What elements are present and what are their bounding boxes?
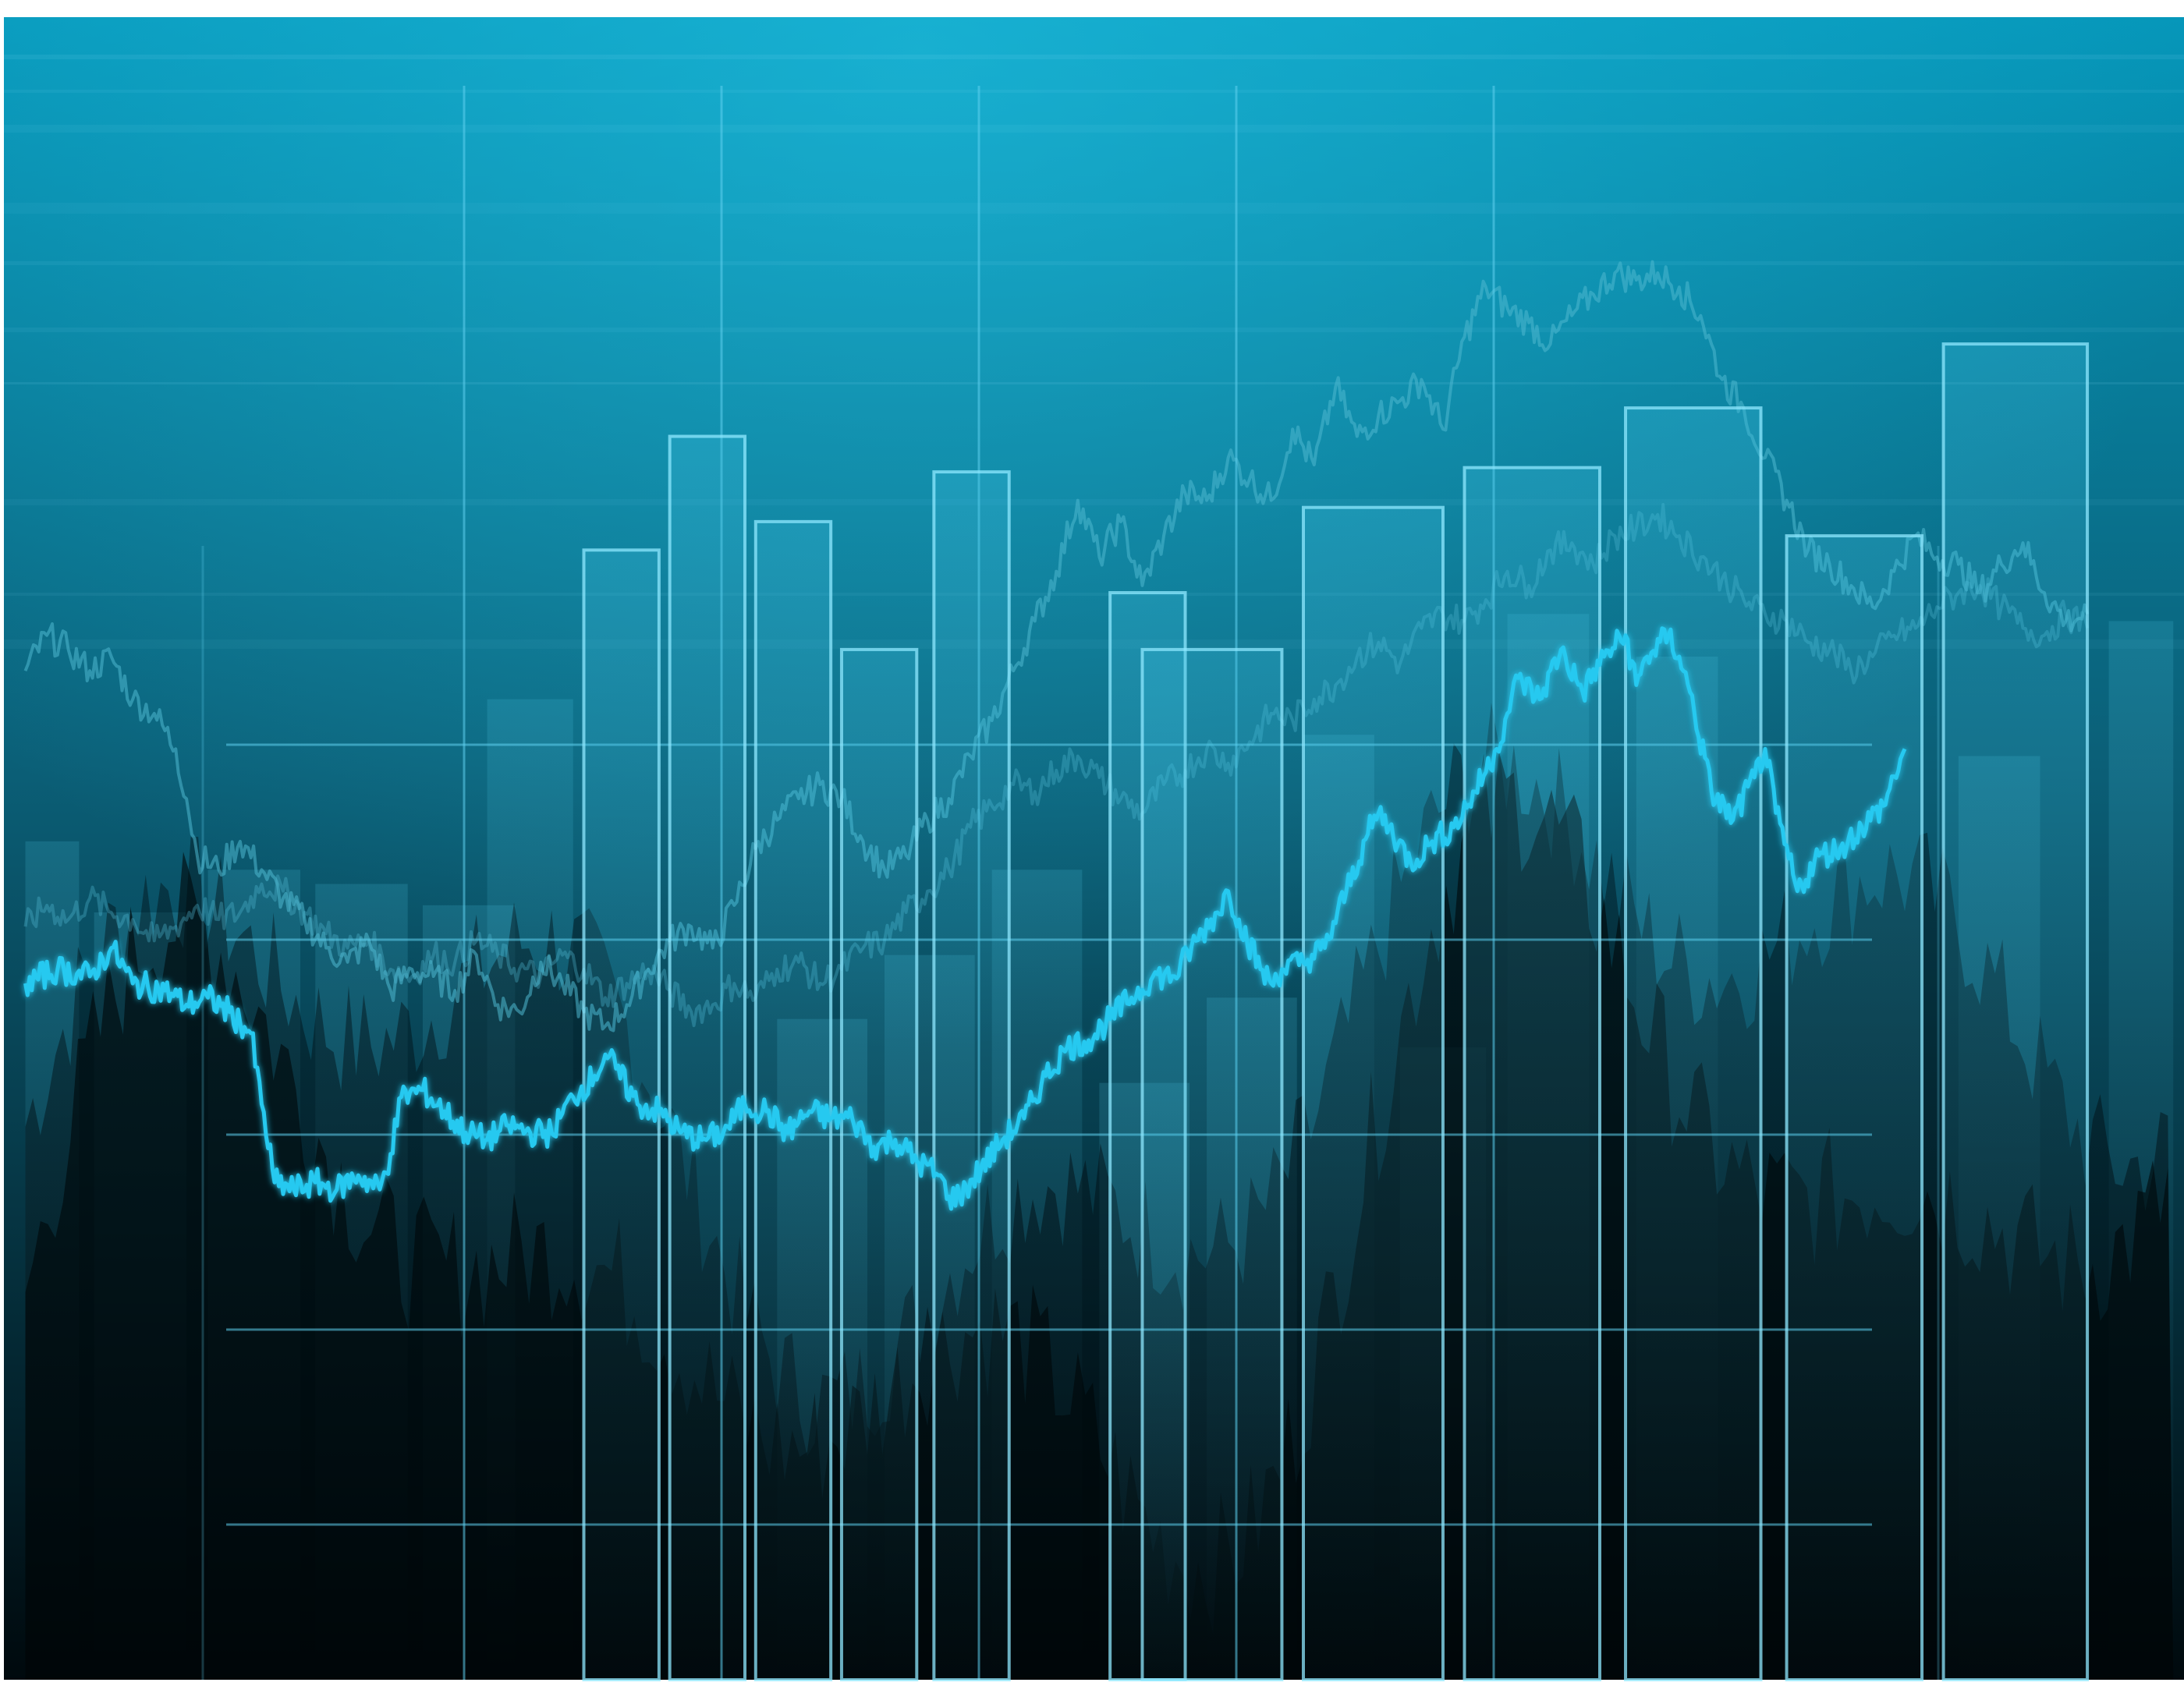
light-band — [4, 382, 2184, 384]
outlined-bar — [839, 647, 919, 1681]
outlined-bar — [932, 470, 1011, 1681]
bright-series-line — [23, 626, 1907, 1211]
outlined-bar — [668, 434, 747, 1681]
outlined-bar — [1785, 534, 1924, 1681]
light-band — [4, 499, 2184, 505]
outlined-bar — [1462, 466, 1601, 1682]
light-band — [4, 328, 2184, 332]
outlined-bars — [582, 342, 2090, 1682]
light-band — [4, 90, 2184, 93]
light-band — [4, 261, 2184, 265]
outlined-bar — [1140, 647, 1284, 1681]
light-band — [4, 55, 2184, 59]
outlined-bar — [1301, 505, 1445, 1682]
light-band — [4, 125, 2184, 133]
bright-series-line-path — [23, 626, 1907, 1211]
outlined-bar — [753, 519, 833, 1681]
outlined-bar — [1624, 406, 1763, 1681]
light-band — [4, 593, 2184, 596]
light-band — [4, 203, 2184, 214]
outlined-bar — [1941, 342, 2090, 1682]
